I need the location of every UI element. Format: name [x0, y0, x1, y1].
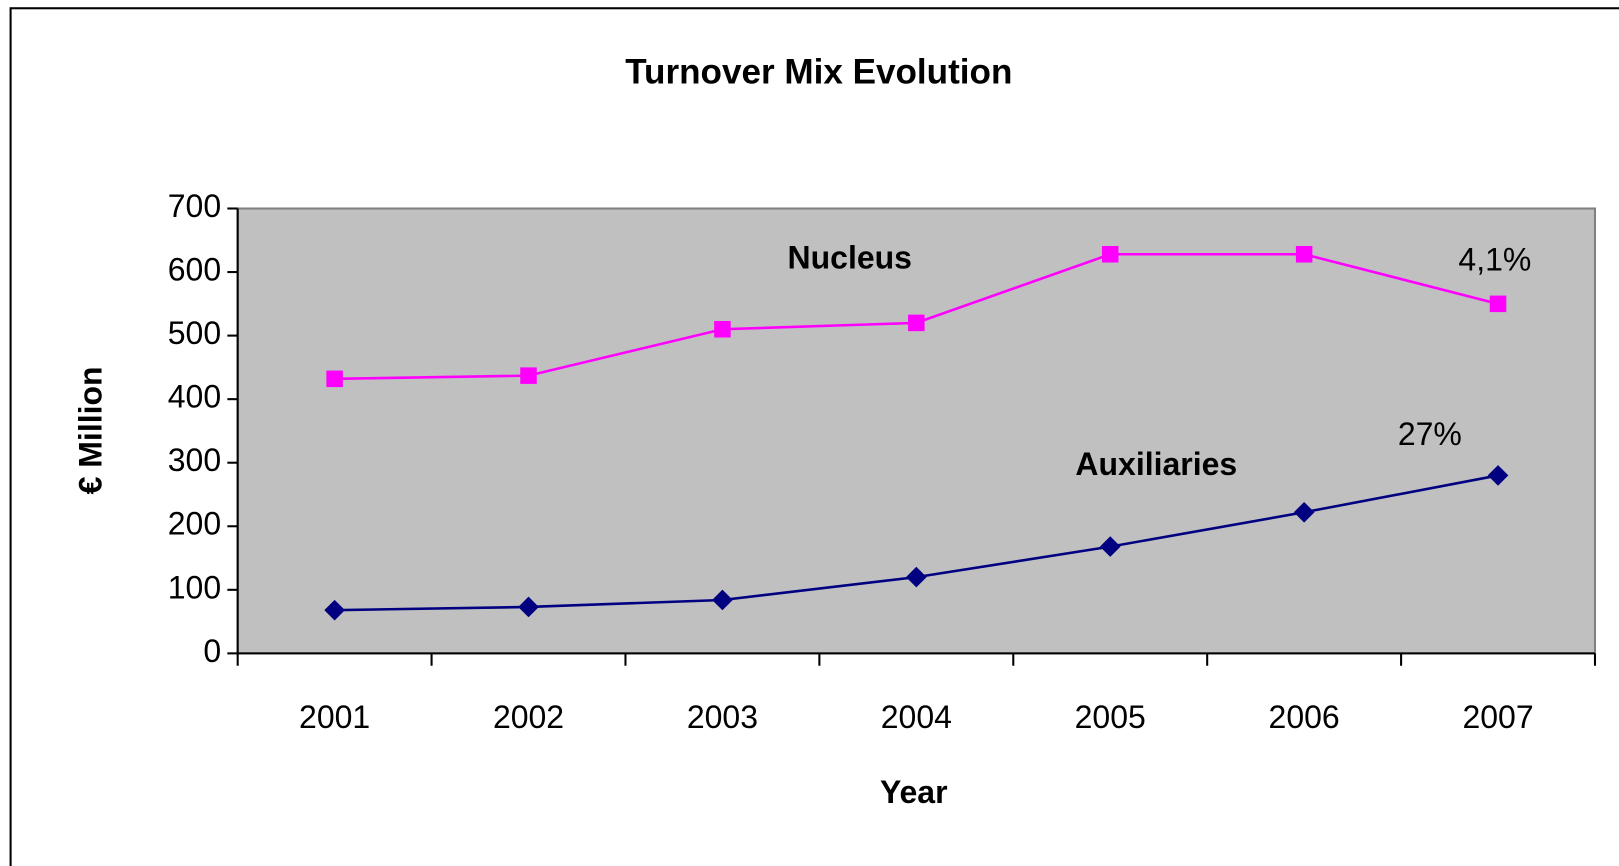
y-tick-label: 200: [168, 506, 221, 542]
annotation: 4,1%: [1458, 242, 1531, 278]
series-label: Nucleus: [788, 240, 912, 276]
marker: [1101, 246, 1119, 263]
marker: [1295, 246, 1313, 263]
marker: [1293, 501, 1315, 523]
y-axis-label: € Million: [73, 366, 109, 494]
marker: [714, 320, 731, 338]
marker: [908, 314, 925, 332]
y-tick-label: 400: [168, 379, 221, 415]
marker: [326, 370, 343, 388]
marker: [324, 599, 345, 621]
annotation: 27%: [1398, 416, 1462, 452]
y-tick-label: 500: [168, 315, 221, 351]
x-tick-label: 2004: [881, 699, 952, 735]
y-tick-label: 700: [168, 188, 221, 224]
x-tick-label: 2005: [1075, 699, 1146, 735]
x-tick-label: 2002: [493, 699, 564, 735]
marker: [518, 596, 539, 618]
x-tick-label: 2007: [1462, 699, 1533, 735]
x-axis-label: Year: [880, 774, 948, 810]
y-tick-label: 300: [168, 442, 221, 478]
x-tick-label: 2006: [1269, 699, 1340, 735]
marker: [1487, 465, 1509, 486]
y-tick-label: 0: [203, 633, 221, 669]
y-tick-label: 100: [168, 569, 221, 605]
chart-title: Turnover Mix Evolution: [625, 53, 1012, 92]
marker: [1489, 295, 1507, 313]
x-tick-label: 2001: [299, 699, 370, 735]
series-label: Auxiliaries: [1075, 446, 1237, 482]
x-tick-label: 2003: [687, 699, 758, 735]
y-tick-label: 600: [168, 252, 221, 288]
marker: [520, 367, 537, 384]
